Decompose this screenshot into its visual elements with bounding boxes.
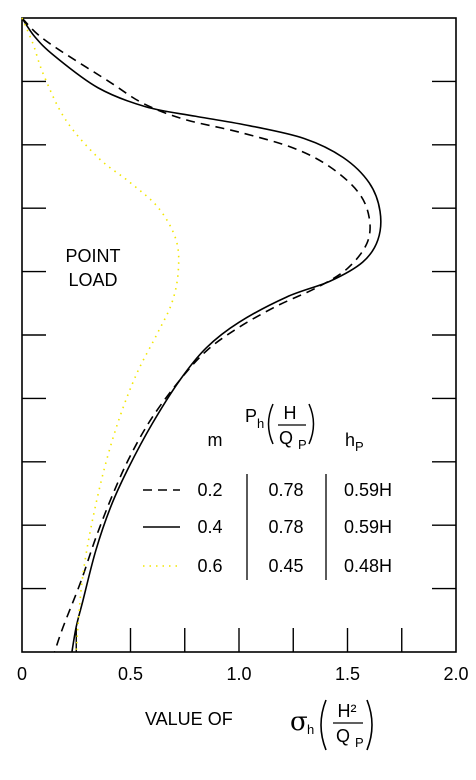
legend-header-ph-sub: h [257, 416, 264, 431]
legend-header-ph-numerator: H [284, 403, 297, 423]
x-axis-label: VALUE OF σ h H² Q P [145, 699, 373, 751]
legend-row-1-ph: 0.78 [268, 480, 303, 500]
x-axis-label-right-paren [366, 699, 373, 751]
x-axis-label-numerator: H² [338, 701, 357, 721]
legend-row-1-m: 0.2 [197, 480, 222, 500]
x-axis-label-denominator-sub: P [355, 735, 364, 750]
series-lines [21, 17, 382, 653]
annotation-line-1: POINT [65, 246, 120, 266]
x-axis-label-denominator: Q [336, 726, 350, 746]
legend-row-3-ph: 0.45 [268, 556, 303, 576]
x-axis-label-prefix: VALUE OF [145, 709, 233, 729]
legend-header-ph-denominator: Q [279, 428, 293, 448]
legend-row-2-m: 0.4 [197, 517, 222, 537]
legend-header-ph-left-paren [267, 403, 274, 445]
legend-header-hp: h [345, 430, 355, 450]
legend-row-3-m: 0.6 [197, 556, 222, 576]
legend-header-m: m [208, 430, 223, 450]
x-tick-label: 2.0 [443, 664, 468, 684]
x-axis-label-sigma: σ [290, 707, 308, 737]
series-line-2 [21, 17, 382, 653]
legend-row-2-hp: 0.59H [344, 517, 392, 537]
legend-table: m P h H Q P h P 0.2 0.78 0.59H 0.4 0.78 … [143, 403, 392, 580]
x-tick-label: 0 [17, 664, 27, 684]
legend-row-2-ph: 0.78 [268, 517, 303, 537]
axis-ticks [22, 80, 456, 652]
legend-header-ph: P [245, 406, 257, 426]
x-tick-label: 0.5 [118, 664, 143, 684]
legend-row-3-hp: 0.48H [344, 556, 392, 576]
x-axis-label-left-paren [320, 699, 327, 751]
legend-header-ph-denominator-sub: P [298, 437, 307, 452]
annotation-line-2: LOAD [68, 270, 117, 290]
x-tick-labels: 0 0.5 1.0 1.5 2.0 [17, 664, 469, 684]
legend-header-ph-right-paren [308, 403, 315, 445]
legend-row-1-hp: 0.59H [344, 480, 392, 500]
x-tick-label: 1.5 [335, 664, 360, 684]
x-tick-label: 1.0 [226, 664, 251, 684]
legend-header-hp-sub: P [355, 439, 364, 454]
series-line-1 [21, 17, 371, 653]
x-axis-label-sigma-sub: h [307, 722, 314, 737]
